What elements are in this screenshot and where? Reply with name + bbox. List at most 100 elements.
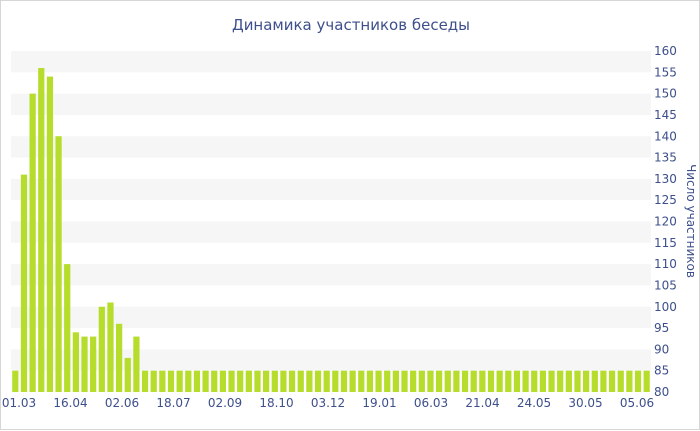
grid-band — [11, 264, 651, 286]
bar — [280, 370, 287, 392]
y-tick-label: 85 — [654, 364, 669, 378]
bar — [176, 370, 183, 392]
bar — [487, 370, 495, 392]
y-tick-label: 140 — [654, 129, 677, 143]
bar — [626, 370, 633, 392]
bar — [193, 370, 201, 392]
bar — [375, 370, 382, 392]
bar — [107, 302, 114, 392]
bar — [583, 370, 590, 392]
bar — [349, 370, 356, 392]
bar — [435, 370, 443, 392]
bar — [548, 370, 555, 392]
x-tick-label: 16.04 — [53, 396, 87, 410]
x-tick-label: 02.09 — [208, 396, 242, 410]
bar — [20, 174, 28, 392]
y-tick-label: 150 — [654, 87, 677, 101]
y-axis-label: Число участников — [684, 164, 698, 278]
bar — [81, 336, 88, 392]
y-tick-label: 160 — [654, 44, 677, 58]
bar — [358, 370, 365, 392]
bar — [505, 370, 512, 392]
bar — [64, 264, 71, 393]
y-tick-label: 80 — [654, 385, 669, 399]
x-tick-label: 03.12 — [311, 396, 345, 410]
x-tick-label: 06.03 — [414, 396, 448, 410]
bar — [55, 136, 62, 392]
bar — [366, 370, 374, 392]
bar — [539, 370, 547, 392]
bar — [29, 93, 36, 393]
grid-band — [11, 51, 651, 73]
x-tick-label: 01.03 — [2, 396, 36, 410]
bar — [600, 370, 607, 392]
y-tick-label: 135 — [654, 151, 677, 165]
bar — [254, 370, 261, 392]
bar — [271, 370, 278, 392]
bar — [574, 370, 581, 392]
bar — [185, 370, 192, 392]
y-tick-label: 130 — [654, 172, 677, 186]
bar — [314, 370, 322, 392]
bar — [306, 370, 313, 392]
x-tick-label: 02.06 — [105, 396, 139, 410]
x-tick-label: 19.01 — [362, 396, 396, 410]
bar — [98, 306, 105, 392]
x-tick-label: 18.07 — [156, 396, 190, 410]
bar — [323, 370, 330, 392]
grid-band — [11, 136, 651, 158]
bar — [150, 370, 157, 392]
bar — [565, 370, 572, 392]
bar — [461, 370, 469, 392]
bar — [167, 370, 175, 392]
bar — [288, 370, 296, 392]
bar — [479, 370, 486, 392]
bar — [410, 370, 417, 392]
bar — [522, 370, 529, 392]
bar — [90, 336, 97, 392]
bar — [453, 370, 460, 392]
bar — [418, 370, 425, 392]
bar — [124, 357, 131, 392]
y-tick-label: 95 — [654, 321, 669, 335]
bar — [608, 370, 616, 392]
bar — [219, 370, 227, 392]
grid-band — [11, 221, 651, 243]
x-tick-label: 21.04 — [465, 396, 499, 410]
bar — [237, 370, 244, 392]
bar — [634, 370, 642, 392]
y-tick-label: 145 — [654, 108, 677, 122]
bar — [332, 370, 339, 392]
bar — [133, 336, 140, 392]
bar — [531, 370, 538, 392]
bar — [141, 370, 149, 392]
bar — [245, 370, 252, 392]
bar — [513, 370, 521, 392]
y-tick-label: 100 — [654, 300, 677, 314]
bar — [211, 370, 218, 392]
bar — [444, 370, 451, 392]
x-tick-label: 24.05 — [517, 396, 551, 410]
bar — [46, 76, 54, 392]
bar — [617, 370, 624, 392]
bar — [401, 370, 408, 392]
bar — [392, 370, 399, 392]
bar — [340, 370, 348, 392]
y-tick-label: 155 — [654, 65, 677, 79]
bar — [643, 370, 650, 392]
grid-band — [11, 93, 651, 115]
x-tick-label: 18.10 — [259, 396, 293, 410]
y-tick-label: 125 — [654, 193, 677, 207]
grid-band — [11, 349, 651, 371]
x-tick-label: 30.05 — [568, 396, 602, 410]
bar — [384, 370, 391, 392]
y-tick-label: 110 — [654, 257, 677, 271]
bar — [228, 370, 235, 392]
bar — [263, 370, 270, 392]
bar — [38, 68, 45, 393]
y-tick-label: 120 — [654, 215, 677, 229]
bar — [72, 332, 79, 392]
bar — [496, 370, 503, 392]
